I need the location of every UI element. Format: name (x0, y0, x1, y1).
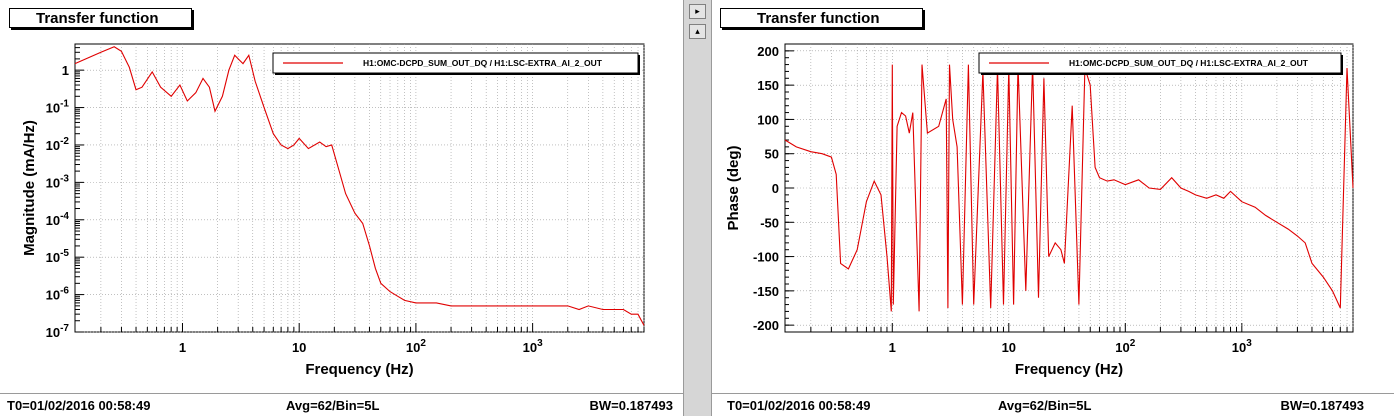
legend-label: H1:OMC-DCPD_SUM_OUT_DQ / H1:LSC-EXTRA_AI… (363, 58, 603, 68)
x-tick-label: 102 (406, 338, 426, 355)
y-tick-label: 10-5 (46, 248, 70, 265)
phase-title: Transfer function (720, 8, 923, 28)
x-tick-label: 1 (179, 340, 186, 355)
series-line (74, 46, 645, 326)
y-tick-label: 50 (765, 147, 779, 162)
y-tick-label: -200 (753, 318, 779, 333)
y-tick-label: -100 (753, 250, 779, 265)
y-tick-label: 150 (757, 78, 779, 93)
x-axis-label: Frequency (Hz) (305, 361, 413, 378)
magnitude-plot: 1 10 102 103 1 10-1 10-2 10-3 10-4 10-5 10-6 10-7 Fr… (21, 43, 645, 378)
legend-label: H1:OMC-DCPD_SUM_OUT_DQ / H1:LSC-EXTRA_AI… (1069, 58, 1309, 68)
y-axis-label: Magnitude (mA/Hz) (21, 120, 38, 256)
scroll-strip: ▸ ▴ (683, 0, 712, 416)
y-axis-label: Phase (deg) (725, 145, 742, 230)
magnitude-title: Transfer function (9, 8, 192, 28)
t0-label: T0=01/02/2016 00:58:49 (727, 398, 871, 413)
y-tick-label: 10-2 (46, 136, 70, 153)
scroll-up-button[interactable]: ▴ (689, 24, 706, 39)
x-tick-label: 10 (292, 340, 306, 355)
y-tick-label: -50 (760, 215, 779, 230)
plot-frame (74, 43, 645, 333)
legend-box (272, 52, 639, 74)
x-tick-label: 103 (523, 338, 543, 355)
magnitude-footer: T0=01/02/2016 00:58:49 Avg=62/Bin=5L BW=… (0, 393, 683, 416)
y-tick-label: 10-1 (46, 99, 70, 116)
phase-footer: T0=01/02/2016 00:58:49 Avg=62/Bin=5L BW=… (712, 393, 1394, 416)
scroll-right-button[interactable]: ▸ (689, 4, 706, 19)
x-tick-label: 103 (1232, 338, 1252, 355)
y-tick-label: 200 (757, 44, 779, 59)
y-tick-label: 10-6 (46, 286, 70, 303)
plot-frame (784, 43, 1354, 333)
bw-label: BW=0.187493 (1280, 398, 1364, 413)
x-axis-label: Frequency (Hz) (1015, 361, 1123, 378)
y-tick-label: -150 (753, 284, 779, 299)
y-tick-label: 100 (757, 112, 779, 127)
phase-plot: 1 10 102 103 200 150 100 50 0 -50 -100 -150 -200 Freq… (725, 43, 1354, 378)
magnitude-panel: 1 10 102 103 1 10-1 10-2 10-3 10-4 10-5 10-6 10-7 Fr… (0, 0, 683, 416)
t0-label: T0=01/02/2016 00:58:49 (7, 398, 151, 413)
x-tick-label: 1 (889, 340, 896, 355)
x-tick-label: 10 (1002, 340, 1016, 355)
legend-box (978, 52, 1342, 74)
avg-label: Avg=62/Bin=5L (286, 398, 380, 413)
y-tick-label: 10-4 (46, 211, 70, 228)
series-line (784, 64, 1354, 312)
y-tick-label: 10-3 (46, 173, 70, 190)
y-tick-label: 0 (772, 181, 779, 196)
bw-label: BW=0.187493 (589, 398, 673, 413)
y-tick-label: 1 (62, 63, 69, 78)
x-tick-label: 102 (1115, 338, 1135, 355)
phase-panel: 1 10 102 103 200 150 100 50 0 -50 -100 -150 -200 Freq… (712, 0, 1394, 416)
avg-label: Avg=62/Bin=5L (998, 398, 1092, 413)
y-tick-label: 10-7 (46, 323, 70, 340)
